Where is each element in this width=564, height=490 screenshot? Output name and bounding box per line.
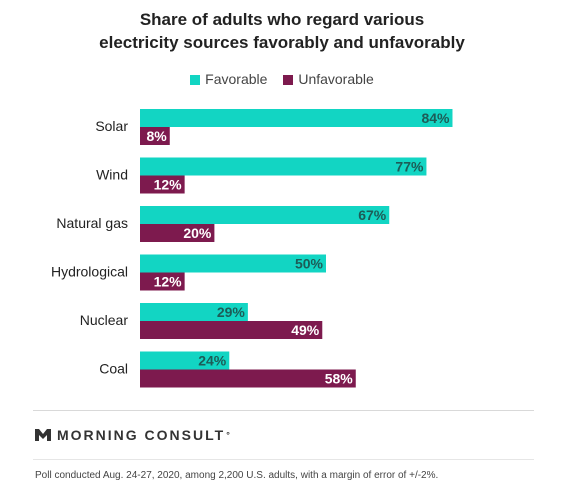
value-label-favorable-solar: 84% — [421, 110, 450, 126]
legend-label-unfavorable: Unfavorable — [298, 71, 374, 87]
footnote-divider — [33, 459, 534, 460]
legend-swatch-unfavorable — [283, 75, 294, 85]
chart-title-line-2: electricity sources favorably and unfavo… — [99, 33, 465, 52]
footnote: Poll conducted Aug. 24-27, 2020, among 2… — [35, 470, 439, 481]
value-label-unfavorable-solar: 8% — [147, 128, 168, 144]
value-label-unfavorable-nuclear: 49% — [291, 322, 320, 338]
bar-favorable-wind — [140, 157, 427, 176]
brand: MORNING CONSULT ° — [35, 427, 232, 443]
category-label-nuclear: Nuclear — [80, 312, 129, 328]
bar-favorable-natural-gas — [140, 206, 390, 224]
bar-favorable-solar — [140, 109, 453, 127]
legend-swatch-favorable — [190, 75, 201, 85]
bar-unfavorable-hydrological — [140, 272, 185, 291]
value-label-unfavorable-natural-gas: 20% — [183, 225, 212, 241]
bar-unfavorable-wind — [140, 175, 185, 194]
value-label-favorable-nuclear: 29% — [217, 304, 246, 320]
footer-divider — [33, 410, 534, 411]
value-label-unfavorable-coal: 58% — [325, 371, 354, 387]
bar-favorable-coal — [140, 351, 230, 370]
bar-unfavorable-solar — [140, 127, 170, 145]
category-label-hydrological: Hydrological — [51, 264, 128, 280]
morning-consult-logo-icon — [35, 429, 51, 441]
value-label-favorable-hydrological: 50% — [295, 256, 324, 272]
value-label-favorable-natural-gas: 67% — [358, 207, 387, 223]
category-label-solar: Solar — [95, 118, 128, 134]
legend: Favorable Unfavorable — [0, 71, 564, 87]
chart-title: Share of adults who regard various elect… — [0, 8, 564, 54]
bar-unfavorable-nuclear — [140, 321, 323, 339]
brand-mark: ° — [226, 430, 232, 440]
bar-unfavorable-natural-gas — [140, 224, 215, 242]
value-label-favorable-wind: 77% — [395, 159, 424, 175]
brand-name: MORNING CONSULT — [57, 427, 226, 443]
legend-item-favorable: Favorable — [190, 71, 267, 87]
value-label-favorable-coal: 24% — [198, 353, 227, 369]
legend-label-favorable: Favorable — [205, 71, 268, 87]
bar-favorable-hydrological — [140, 254, 326, 273]
category-label-wind: Wind — [96, 167, 128, 183]
bar-favorable-nuclear — [140, 303, 248, 321]
value-label-unfavorable-wind: 12% — [154, 177, 183, 193]
bar-chart: Solar 84% 8% Wind 77% 12% Natural gas 67% 20% Hyd… — [51, 109, 453, 388]
chart-title-line-1: Share of adults who regard various — [139, 10, 425, 29]
legend-item-unfavorable: Unfavorable — [283, 71, 374, 87]
category-label-coal: Coal — [99, 361, 128, 377]
value-label-unfavorable-hydrological: 12% — [154, 274, 183, 290]
category-label-natural-gas: Natural gas — [56, 215, 128, 231]
bar-unfavorable-coal — [140, 369, 356, 388]
